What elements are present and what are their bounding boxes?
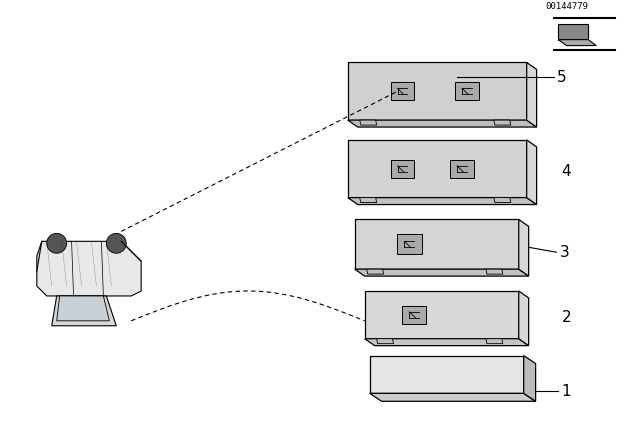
- Polygon shape: [559, 24, 588, 39]
- Polygon shape: [348, 62, 527, 120]
- Polygon shape: [390, 82, 414, 100]
- Polygon shape: [365, 339, 529, 346]
- Polygon shape: [367, 269, 383, 274]
- Text: 3: 3: [559, 245, 569, 260]
- Polygon shape: [348, 120, 536, 127]
- Polygon shape: [360, 120, 376, 125]
- Polygon shape: [370, 356, 524, 393]
- Polygon shape: [519, 220, 529, 276]
- Text: 4: 4: [561, 164, 571, 179]
- Polygon shape: [376, 339, 394, 344]
- Polygon shape: [455, 82, 479, 100]
- Text: 5: 5: [557, 70, 566, 85]
- Text: 00144779: 00144779: [545, 2, 588, 11]
- Circle shape: [106, 233, 126, 253]
- Polygon shape: [370, 393, 536, 401]
- Polygon shape: [355, 220, 519, 269]
- Polygon shape: [348, 140, 527, 198]
- Polygon shape: [559, 39, 596, 46]
- Polygon shape: [57, 296, 109, 321]
- Text: 2: 2: [561, 310, 571, 325]
- Polygon shape: [348, 198, 536, 205]
- Polygon shape: [52, 296, 116, 326]
- Polygon shape: [519, 291, 529, 346]
- Text: 1: 1: [561, 384, 571, 399]
- Polygon shape: [494, 198, 511, 202]
- Polygon shape: [450, 160, 474, 178]
- Polygon shape: [355, 269, 529, 276]
- Polygon shape: [360, 198, 376, 202]
- Polygon shape: [403, 306, 426, 324]
- Polygon shape: [486, 339, 503, 344]
- Polygon shape: [486, 269, 503, 274]
- Polygon shape: [494, 120, 511, 125]
- Polygon shape: [365, 291, 519, 339]
- Polygon shape: [527, 140, 536, 205]
- Polygon shape: [397, 234, 422, 254]
- Polygon shape: [527, 62, 536, 127]
- Polygon shape: [524, 356, 536, 401]
- Polygon shape: [37, 241, 141, 296]
- Circle shape: [47, 233, 67, 253]
- Polygon shape: [390, 160, 414, 178]
